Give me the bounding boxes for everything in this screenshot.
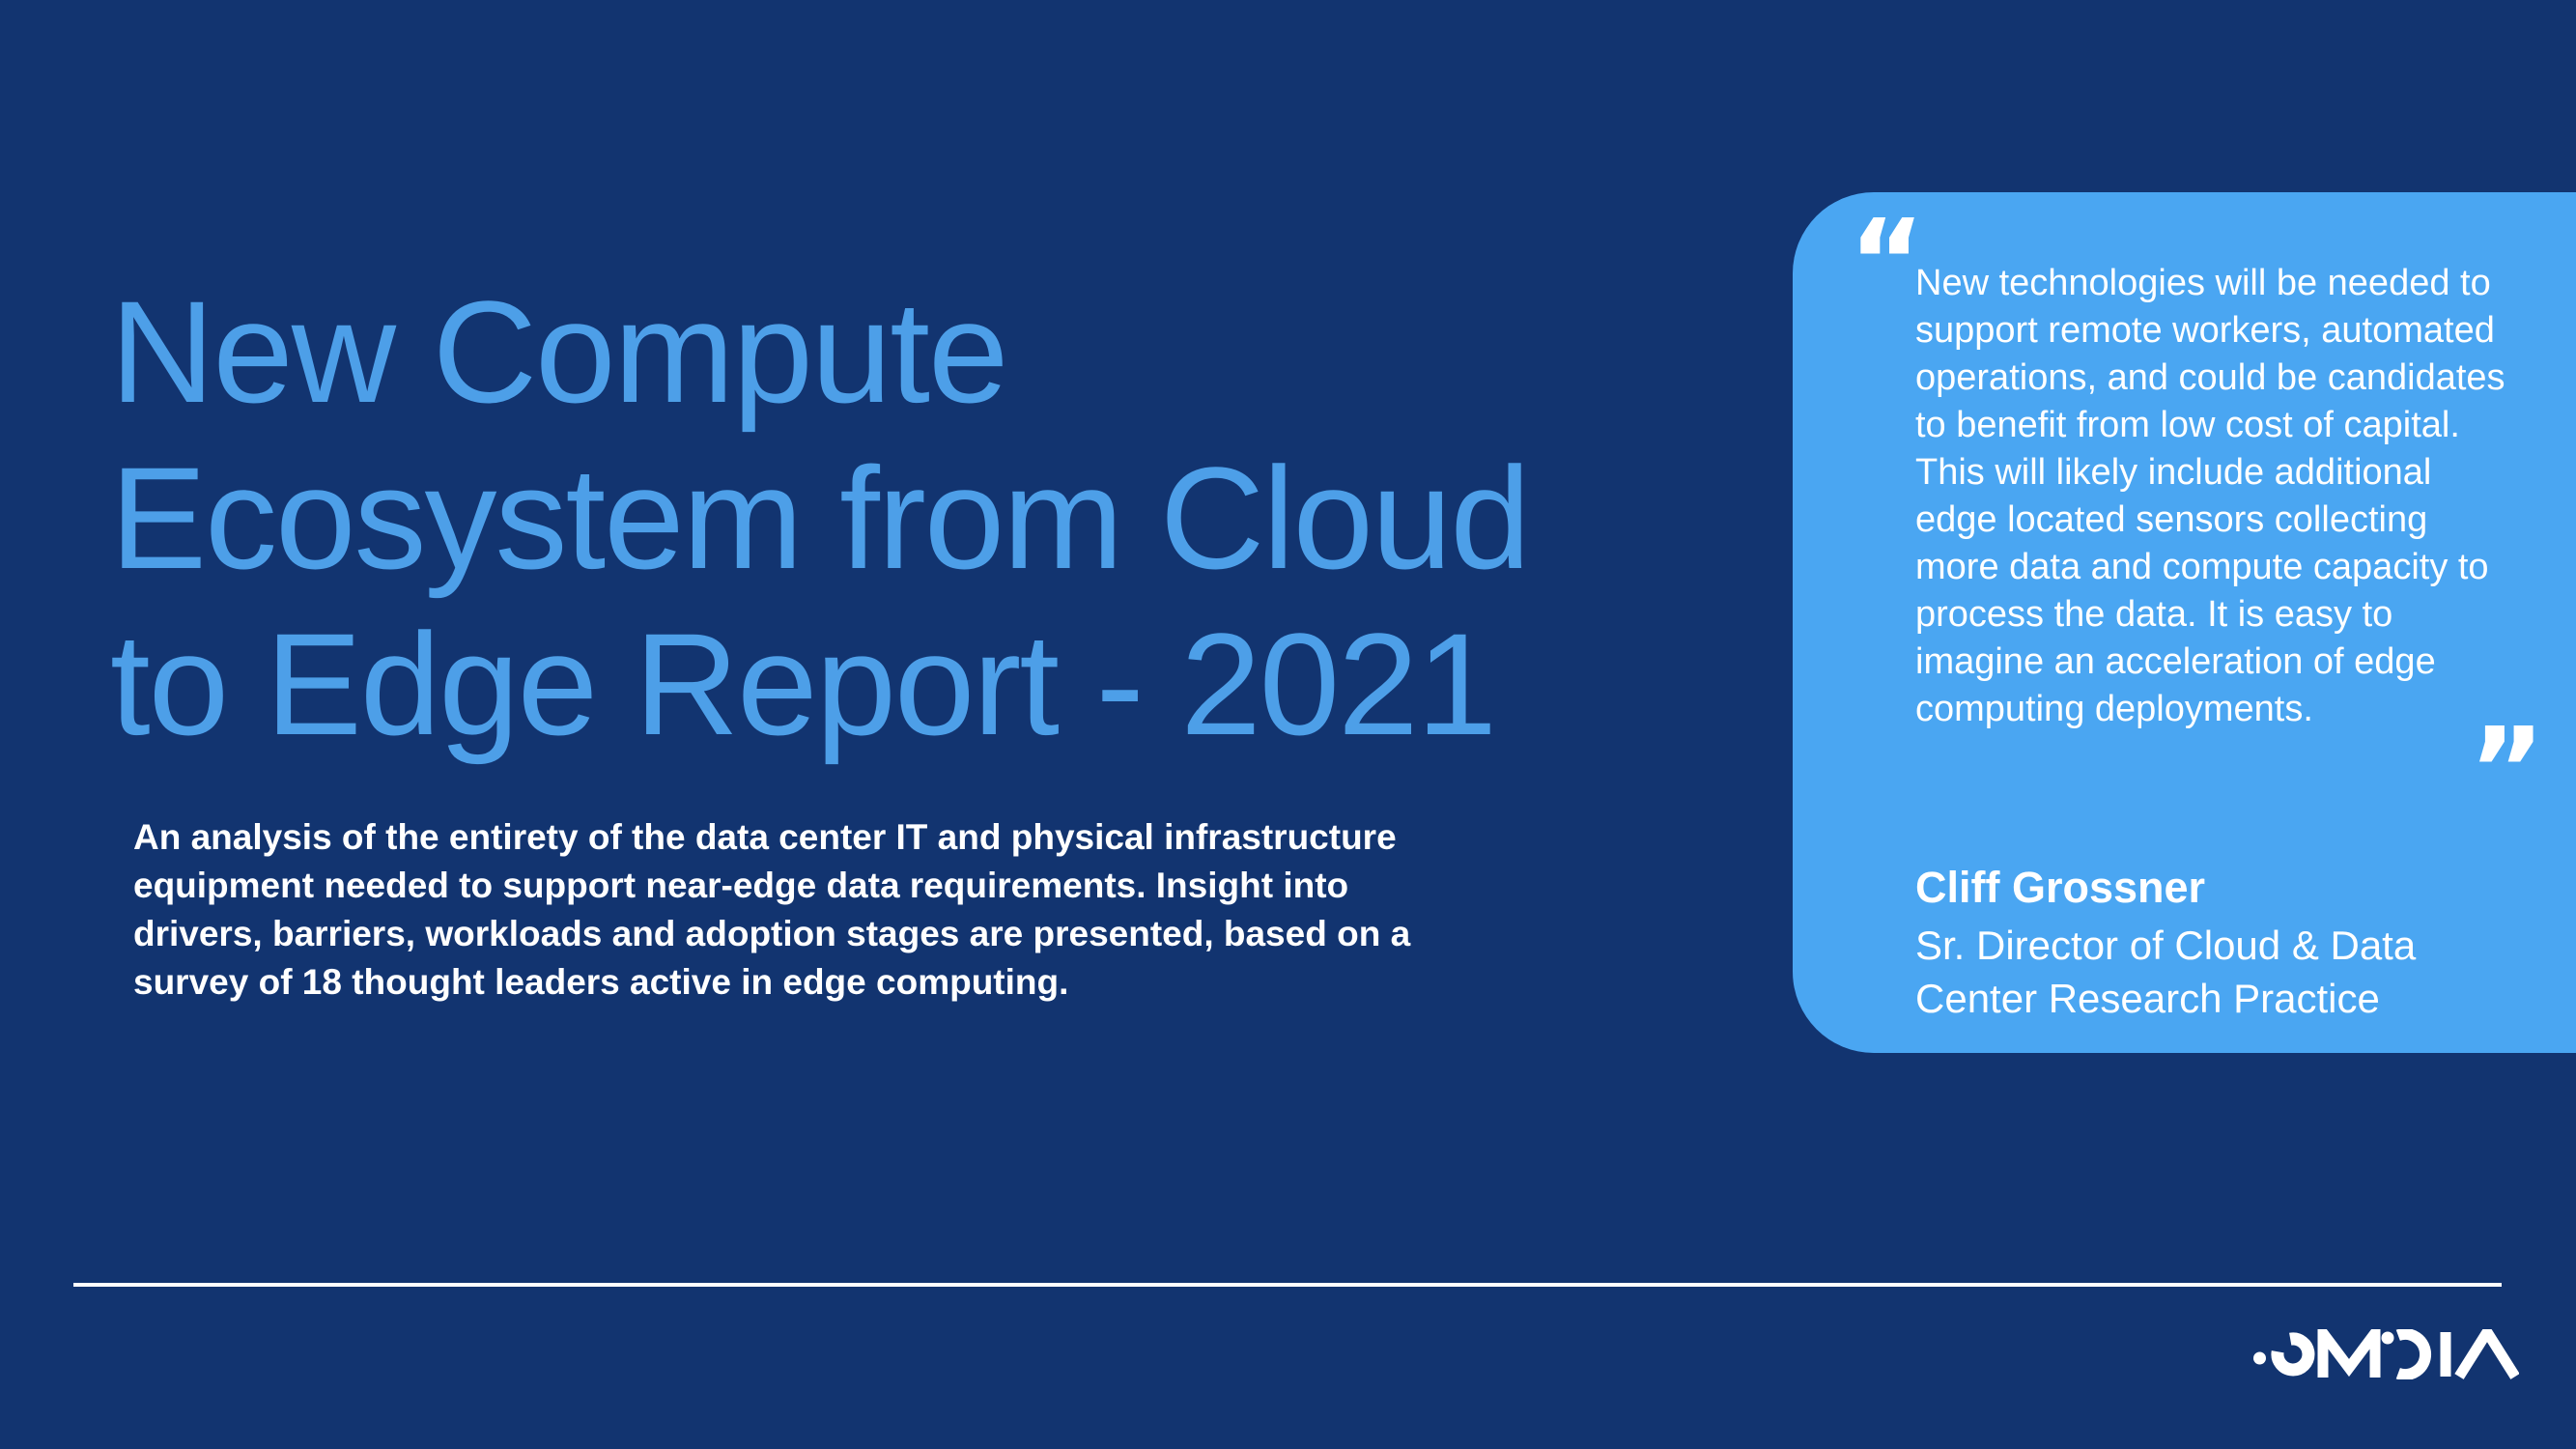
close-quote-icon: ” [2469,704,2545,838]
title-line-3: to Edge Report - 2021 [110,603,1497,765]
page-title: New Compute Ecosystem from Cloud to Edge… [110,269,1531,767]
omdia-logo [2253,1329,2519,1379]
logo-letter-o-dot [2253,1351,2266,1365]
logo-letter-d-dot [2381,1331,2394,1345]
open-quote-icon: “ [1849,196,1925,330]
logo-letter-m [2317,1329,2381,1378]
title-line-2: Ecosystem from Cloud [110,437,1531,599]
footer-divider [73,1283,2502,1287]
quote-text: New technologies will be needed to suppo… [1915,263,2505,729]
title-line-1: New Compute [110,270,1008,433]
logo-letter-o [2271,1332,2315,1377]
slide-subtitle: An analysis of the entirety of the data … [133,817,1411,1002]
quote-author: Cliff Grossner [1915,863,2206,912]
logo-letter-a [2454,1329,2519,1379]
logo-letter-d [2395,1329,2432,1379]
quote-author-role: Sr. Director of Cloud & Data Center Rese… [1915,923,2417,1021]
quote-card: “ New technologies will be needed to sup… [1793,192,2576,1053]
